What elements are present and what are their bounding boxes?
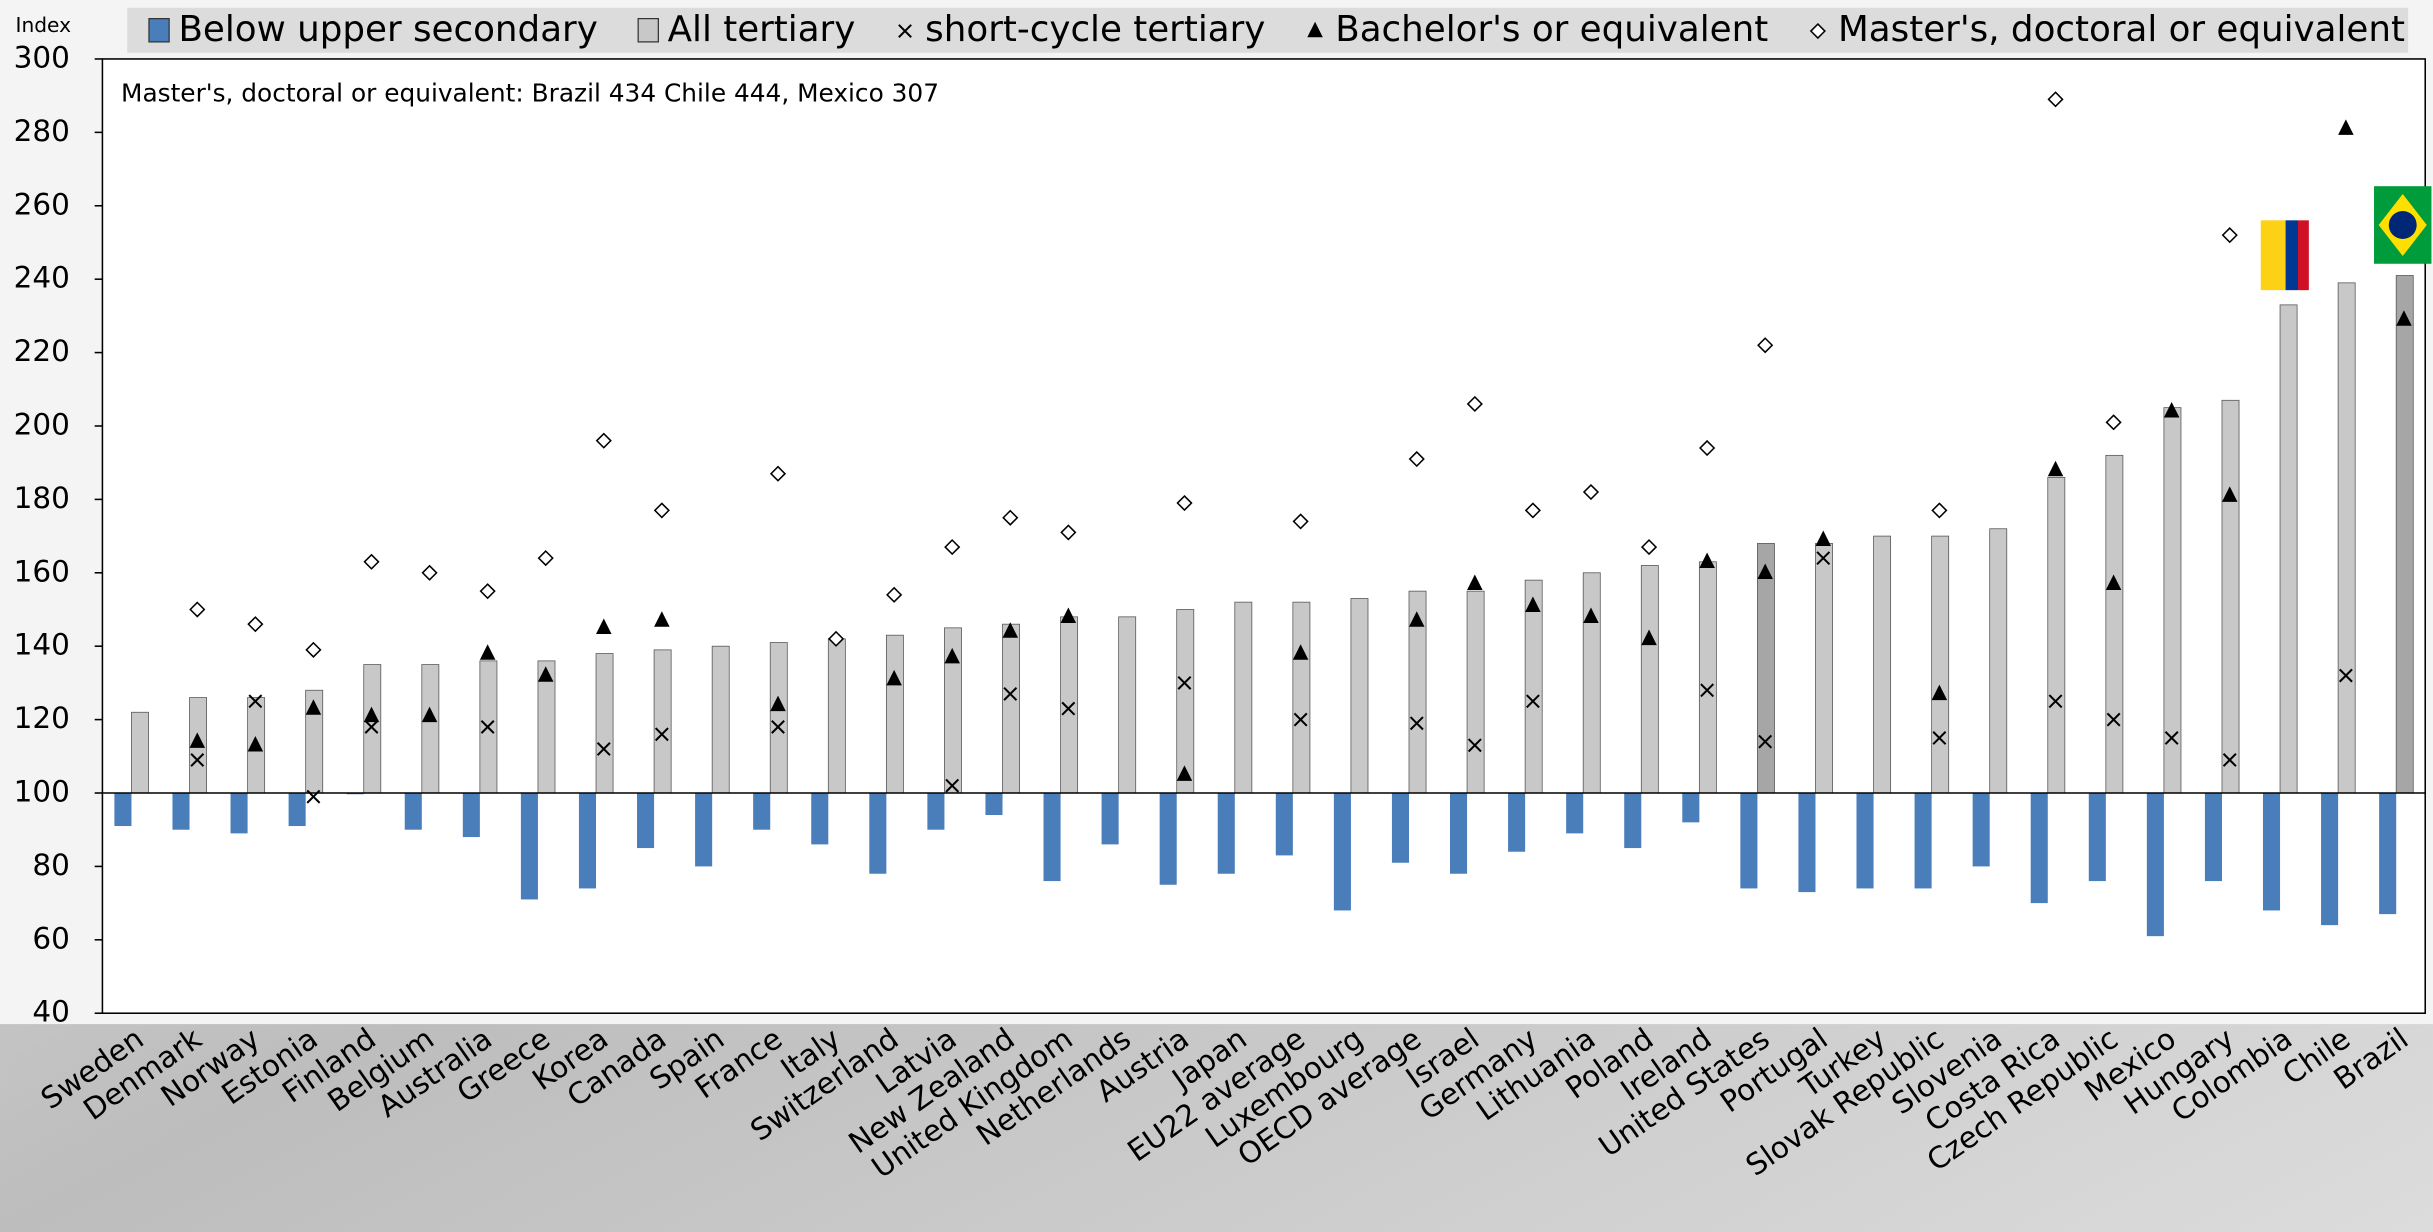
y-tick-label: 280 <box>14 114 70 148</box>
bar <box>927 793 944 830</box>
plot-area <box>102 59 2425 1013</box>
bar <box>1218 793 1235 874</box>
bar <box>2205 793 2222 881</box>
bar <box>1508 793 1525 852</box>
bar <box>1293 602 1310 793</box>
legend-label: Master's, doctoral or equivalent <box>1838 9 2405 50</box>
bar <box>1990 529 2007 793</box>
bar <box>1699 562 1716 793</box>
y-axis-label: Index <box>16 13 72 37</box>
y-tick-label: 240 <box>14 261 70 295</box>
legend-label: Below upper secondary <box>178 9 597 50</box>
bar <box>869 793 886 874</box>
bar <box>1815 543 1832 793</box>
bar <box>579 793 596 888</box>
bar <box>1351 598 1368 793</box>
bar <box>231 793 248 833</box>
bar <box>1682 793 1699 822</box>
bar <box>289 793 306 826</box>
bar <box>1334 793 1351 910</box>
y-tick-label: 120 <box>14 701 70 735</box>
bar <box>422 665 439 793</box>
bar <box>463 793 480 837</box>
bar <box>1044 793 1061 881</box>
y-tick-label: 60 <box>32 921 70 955</box>
bar <box>1757 543 1774 793</box>
bar <box>2321 793 2338 925</box>
y-tick-label: 160 <box>14 554 70 588</box>
bar <box>886 635 903 793</box>
bar <box>1467 591 1484 793</box>
bar <box>1740 793 1757 888</box>
bar <box>1003 624 1020 793</box>
bar <box>521 793 538 899</box>
bar <box>1160 793 1177 885</box>
bar <box>1061 617 1078 793</box>
legend-label: All tertiary <box>668 9 856 50</box>
bar <box>2222 400 2239 793</box>
bar <box>1624 793 1641 848</box>
bar <box>2338 283 2355 793</box>
y-tick-label: 220 <box>14 334 70 368</box>
bar <box>1566 793 1583 833</box>
bar <box>2263 793 2280 910</box>
bar <box>1932 536 1949 793</box>
bar <box>596 654 613 793</box>
y-tick-label: 180 <box>14 481 70 515</box>
bar <box>2106 455 2123 793</box>
bar <box>1915 793 1932 888</box>
y-tick-label: 100 <box>14 775 70 809</box>
bar <box>405 793 422 830</box>
legend-marker <box>149 19 169 42</box>
y-tick-label: 80 <box>32 848 70 882</box>
bar <box>2048 477 2065 793</box>
bar <box>1856 793 1873 888</box>
y-tick-label: 300 <box>14 40 70 74</box>
bar <box>2280 305 2297 793</box>
bar <box>695 793 712 866</box>
bar <box>811 793 828 844</box>
bar <box>770 643 787 793</box>
chart: Index Master's, doctoral or equivalent: … <box>0 0 2433 1232</box>
y-tick-label: 260 <box>14 187 70 221</box>
brazil-flag <box>2374 186 2431 264</box>
bar <box>114 793 131 826</box>
bar <box>1583 573 1600 793</box>
bar <box>1641 565 1658 793</box>
bar <box>1102 793 1119 844</box>
bar <box>1276 793 1293 855</box>
bar <box>2396 276 2413 794</box>
legend-marker <box>638 19 658 42</box>
y-tick-label: 200 <box>14 407 70 441</box>
bar <box>131 712 148 793</box>
bar <box>1235 602 1252 793</box>
annotation: Master's, doctoral or equivalent: Brazil… <box>121 79 939 108</box>
bar <box>1450 793 1467 874</box>
bar <box>2089 793 2106 881</box>
legend-label: short-cycle tertiary <box>925 9 1265 50</box>
legend-label: Bachelor's or equivalent <box>1335 9 1768 50</box>
bar <box>172 793 189 830</box>
bar <box>828 639 845 793</box>
bar <box>753 793 770 830</box>
colombia-flag <box>2261 220 2309 290</box>
bar <box>1973 793 1990 866</box>
bar <box>1525 580 1542 793</box>
y-tick-label: 140 <box>14 628 70 662</box>
bar <box>1177 609 1194 793</box>
bar <box>1119 617 1136 793</box>
bar <box>2031 793 2048 903</box>
bar <box>2164 408 2181 793</box>
y-tick-label: 40 <box>32 995 70 1029</box>
bar <box>2147 793 2164 936</box>
bar <box>1392 793 1409 863</box>
bar <box>985 793 1002 815</box>
bar <box>2379 793 2396 914</box>
bar <box>1798 793 1815 892</box>
bar <box>654 650 671 793</box>
bar <box>712 646 729 793</box>
bar <box>637 793 654 848</box>
bar <box>1874 536 1891 793</box>
